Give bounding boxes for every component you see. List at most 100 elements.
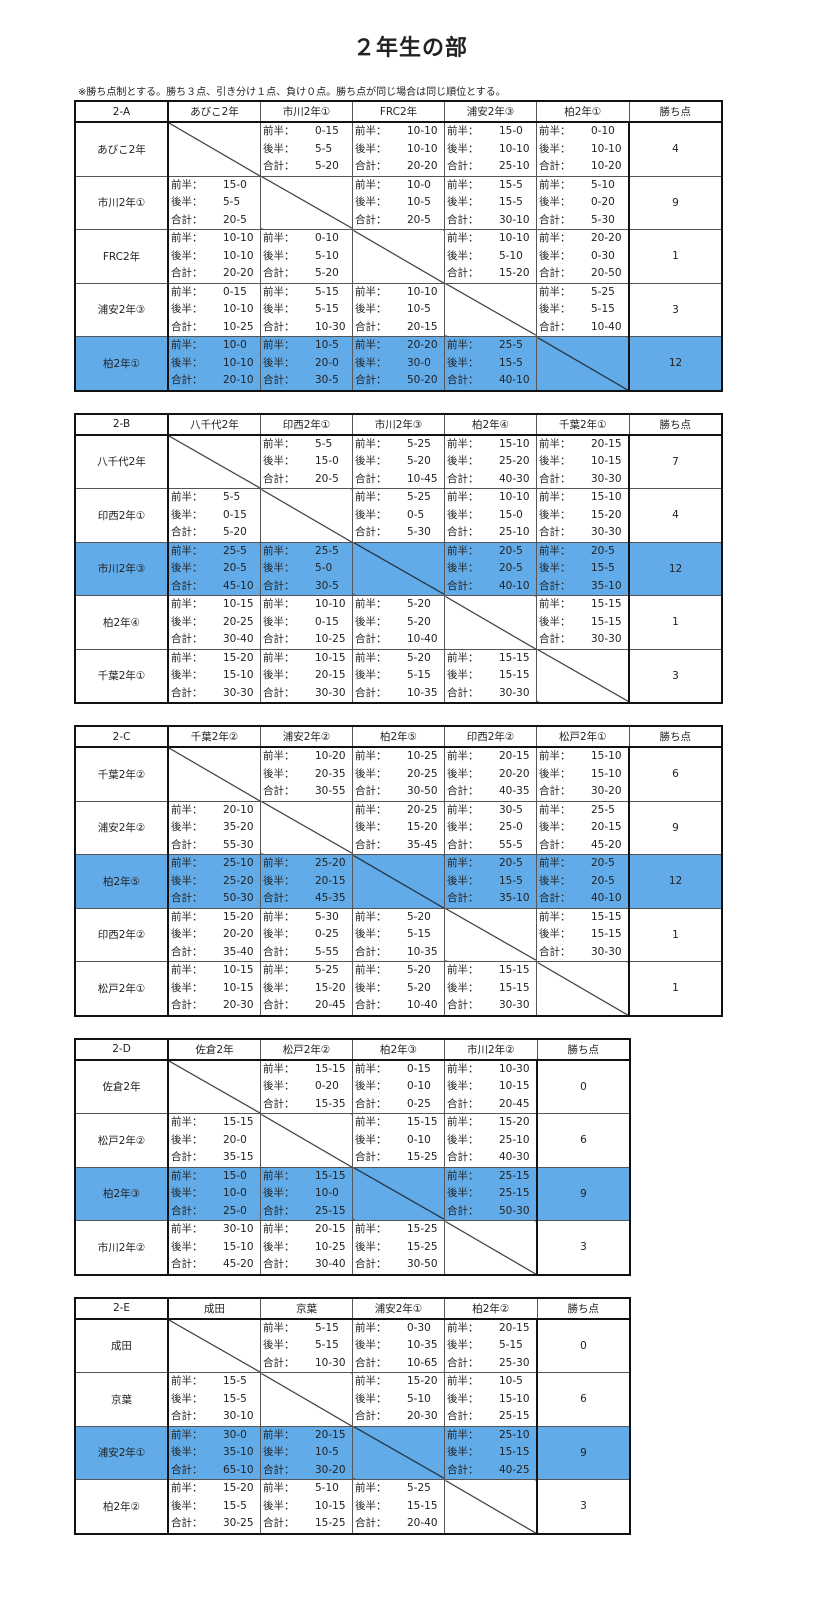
score-value: 50-30 [499,1204,530,1217]
score-line-second: 後半： 20-25 [169,614,260,632]
score-label: 前半： [447,750,479,762]
score-label: 後半： [355,928,387,940]
score-label: 合計： [447,785,479,797]
score-value: 15-5 [591,562,615,574]
score-line-second: 後半： 15-15 [445,667,536,685]
column-team-header: 市川2年② [444,1038,538,1061]
score-value: 25-10 [499,526,530,538]
match-result-cell: 前半： 15-5 後半： 15-5 合計： 30-10 [444,175,537,230]
score-value: 20-5 [407,213,431,226]
score-label: 合計： [355,1097,387,1110]
score-value: 30-5 [315,579,339,592]
match-result-cell: 前半： 10-15 後半： 20-25 合計： 30-40 [167,595,261,650]
column-team-header: 千葉2年① [536,413,630,436]
score-label: 後半： [171,1133,203,1146]
score-value: 20-15 [591,821,622,833]
match-result-cell: 前半： 20-5 後半： 20-5 合計： 40-10 [536,854,630,909]
header-row: 2-C 千葉2年② 浦安2年② 柏2年⑤ 印西2年② 松戸2年① 勝ち点 [74,725,723,748]
score-value: 20-20 [499,767,530,780]
match-result-cell: 前半： 20-20 後半： 0-30 合計： 20-50 [536,229,630,284]
score-value: 30-10 [223,1223,254,1235]
score-line-first: 前半： 10-15 [169,596,260,614]
score-line-first: 前半： 10-10 [169,230,260,248]
match-result-cell: 前半： 10-10 後半： 15-0 合計： 25-10 [444,488,537,543]
score-label: 前半： [171,964,203,976]
score-line-second: 後半： 5-20 [353,980,444,998]
match-result-cell: 前半： 10-0 後半： 10-5 合計： 20-5 [352,175,445,230]
score-label: 前半： [355,1375,387,1387]
match-result-cell: 前半： 25-20 後半： 20-15 合計： 45-35 [260,854,353,909]
page-title: ２年生の部 [352,36,468,61]
score-line-second: 後半： 0-25 [261,926,352,944]
score-label: 合計： [263,1258,295,1270]
group-name: 2-E [74,1297,169,1320]
score-label: 前半： [539,125,571,137]
team-row: 浦安2年① 前半： 30-0 後半： 35-10 合計： 65-10 前半： 20-15 後半： 1… [74,1425,631,1480]
score-label: 合計： [447,686,479,699]
score-label: 後半： [447,455,479,467]
score-line-second: 後半： 0-20 [261,1078,352,1096]
diagonal-cell [260,800,353,855]
team-row: 市川2年③ 前半： 25-5 後半： 20-5 合計： 45-10 前半： 25-5 後半： 5-0… [74,541,723,596]
score-line-first: 前半： 25-5 [537,802,628,820]
score-line-first: 前半： 10-10 [445,489,536,507]
score-value: 5-15 [315,1339,339,1351]
score-line-total: 合計： 30-30 [537,944,628,962]
match-result-cell: 前半： 5-20 後半： 5-15 合計： 10-35 [352,907,445,962]
score-value: 15-10 [591,767,622,780]
match-result-cell: 前半： 20-20 後半： 30-0 合計： 50-20 [352,336,445,391]
score-line-first: 前半： 10-10 [261,596,352,614]
score-label: 合計： [447,1151,479,1163]
score-value: 5-20 [407,598,431,610]
score-value: 30-55 [315,785,346,797]
score-label: 後半： [263,1499,295,1512]
score-line-first: 前半： 5-25 [353,1480,444,1498]
diagonal-cell [260,488,353,543]
score-label: 前半： [539,598,571,610]
column-team-header: 浦安2年① [352,1297,445,1320]
score-value: 15-15 [499,964,530,976]
score-value: 45-10 [223,579,254,592]
score-label: 合計： [263,785,295,797]
score-value: 55-30 [223,838,254,851]
score-line-first: 前半： 0-15 [353,1061,444,1079]
score-value: 0-5 [407,508,425,521]
match-result-cell: 前半： 10-30 後半： 10-15 合計： 20-45 [444,1059,538,1114]
score-line-first: 前半： 20-15 [261,1221,352,1239]
match-result-cell: 前半： 15-20 後半： 20-20 合計： 35-40 [167,907,261,962]
score-line-first: 前半： 5-10 [537,177,628,195]
score-label: 前半： [171,598,203,610]
points-value: 3 [628,282,723,337]
score-value: 0-20 [591,196,615,208]
score-value: 30-0 [223,1428,247,1441]
score-value: 5-10 [591,178,615,191]
score-value: 10-5 [315,1446,339,1458]
score-label: 後半： [447,669,479,681]
score-label: 合計： [539,579,571,592]
groups-container: 2-A あびこ2年 市川2年① FRC2年 浦安2年③ 柏2年① 勝ち点 あびこ2年 前半： 0-… [74,100,723,1556]
score-line-total: 合計： 50-20 [353,372,444,390]
row-team-name: あびこ2年 [74,121,169,177]
row-team-name: 松戸2年① [74,961,169,1016]
row-team-name: 印西2年② [74,907,169,962]
score-value: 15-5 [499,178,523,191]
score-value: 30-30 [591,472,622,485]
score-line-first: 前半： 15-0 [169,1168,260,1186]
points-value: 6 [536,1372,631,1427]
score-line-second: 後半： 15-15 [353,1498,444,1516]
score-value: 50-20 [407,374,438,386]
score-value: 0-25 [315,928,339,940]
score-value: 15-10 [223,1240,254,1253]
score-line-first: 前半： 5-20 [353,909,444,927]
score-label: 合計： [355,686,387,699]
row-team-name: 千葉2年② [74,746,169,802]
score-label: 前半： [539,544,571,557]
row-team-name: 柏2年⑤ [74,854,169,909]
points-value: 12 [628,541,723,596]
team-row: 柏2年③ 前半： 15-0 後半： 10-0 合計： 25-0 前半： 15-15 後半： 10-0… [74,1166,631,1221]
score-line-total: 合計： 30-30 [537,471,628,489]
match-result-cell: 前半： 10-10 後半： 5-10 合計： 15-20 [444,229,537,284]
score-label: 後半： [539,615,571,628]
score-value: 30-30 [591,633,622,645]
row-team-name: 柏2年④ [74,595,169,650]
